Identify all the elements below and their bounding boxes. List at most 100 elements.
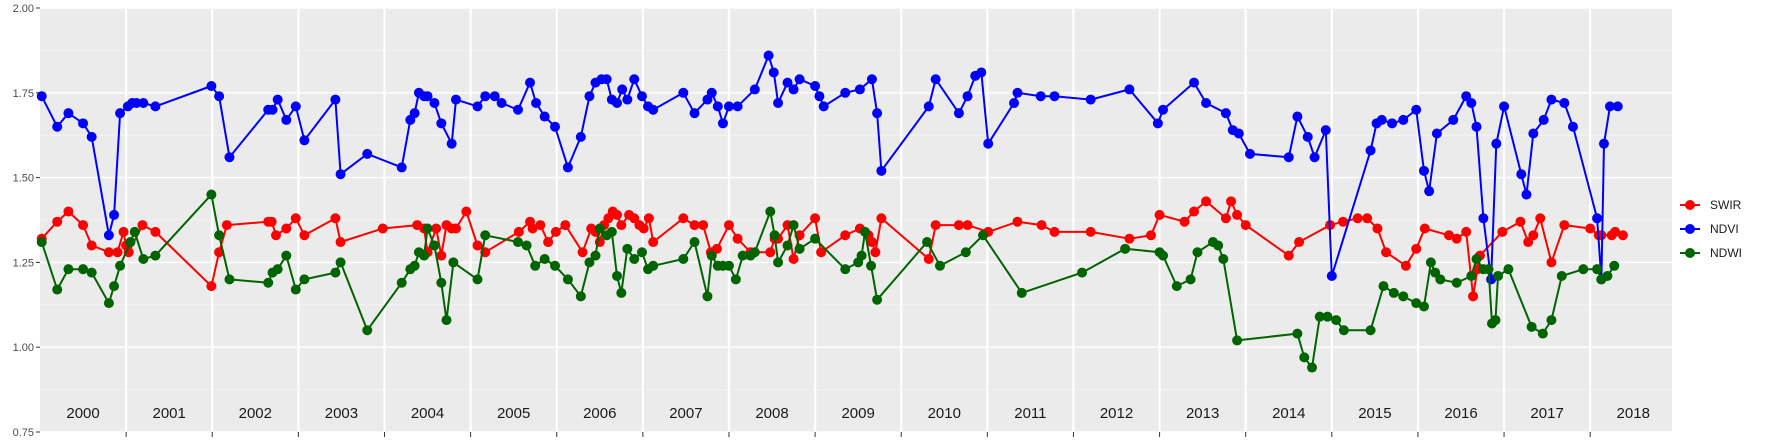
data-point-swir — [335, 237, 346, 248]
data-point-swir — [1443, 230, 1454, 241]
data-point-ndvi — [612, 97, 623, 108]
data-point-ndvi — [330, 94, 341, 105]
data-point-ndwi — [689, 237, 700, 248]
data-point-ndwi — [530, 260, 541, 271]
data-series — [36, 50, 1628, 373]
data-point-ndwi — [575, 291, 586, 302]
data-point-ndwi — [330, 267, 341, 278]
data-point-swir — [63, 206, 74, 217]
data-point-ndvi — [584, 91, 595, 102]
data-point-ndwi — [63, 264, 74, 275]
data-point-swir — [431, 223, 442, 234]
data-point-ndvi — [1538, 114, 1549, 125]
data-point-ndvi — [562, 162, 573, 173]
data-point-swir — [299, 230, 310, 241]
data-point-ndwi — [1466, 270, 1477, 281]
data-point-swir — [1559, 220, 1570, 231]
data-point-ndvi — [818, 101, 829, 112]
data-point-ndvi — [1604, 101, 1615, 112]
data-point-swir — [1201, 196, 1212, 207]
data-point-ndvi — [1201, 97, 1212, 108]
data-point-ndvi — [480, 91, 491, 102]
data-point-ndvi — [689, 108, 700, 119]
data-point-swir — [1220, 213, 1231, 224]
data-point-swir — [1400, 260, 1411, 271]
data-point-swir — [450, 223, 461, 234]
data-point-ndvi — [86, 131, 97, 142]
data-point-ndvi — [923, 101, 934, 112]
data-point-swir — [1179, 216, 1190, 227]
data-point-ndvi — [409, 108, 420, 119]
data-point-swir — [1381, 247, 1392, 258]
data-point-ndvi — [1320, 125, 1331, 136]
data-point-swir — [1523, 237, 1534, 248]
data-point-ndwi — [840, 264, 851, 275]
data-point-swir — [1451, 233, 1462, 244]
data-point-ndwi — [788, 220, 799, 231]
year-label: 2011 — [1014, 405, 1046, 422]
data-point-ndvi — [446, 138, 457, 149]
data-point-ndvi — [717, 118, 728, 129]
data-point-ndvi — [601, 74, 612, 85]
legend-item-ndwi: NDWI — [1680, 246, 1742, 260]
data-point-ndvi — [706, 87, 717, 98]
data-point-ndvi — [281, 114, 292, 125]
data-point-swir — [1419, 223, 1430, 234]
year-label: 2003 — [325, 405, 358, 422]
data-point-ndvi — [214, 91, 225, 102]
data-point-ndwi — [150, 250, 161, 261]
data-point-swir — [1610, 226, 1621, 237]
data-point-ndwi — [1602, 270, 1613, 281]
data-point-ndwi — [1292, 328, 1303, 339]
data-point-swir — [1546, 257, 1557, 268]
legend-label: NDWI — [1710, 246, 1742, 260]
data-point-ndvi — [723, 101, 734, 112]
data-point-ndwi — [922, 237, 933, 248]
data-point-swir — [330, 213, 341, 224]
data-point-ndwi — [290, 284, 301, 295]
data-point-ndvi — [575, 131, 586, 142]
data-point-ndvi — [138, 97, 149, 108]
data-point-ndvi — [1516, 169, 1527, 180]
data-point-swir — [461, 206, 472, 217]
data-point-ndvi — [525, 77, 536, 88]
data-point-swir — [1049, 226, 1060, 237]
data-point-ndvi — [115, 108, 126, 119]
data-point-ndwi — [773, 257, 784, 268]
data-point-ndvi — [150, 101, 161, 112]
series-ndvi — [36, 50, 1623, 285]
data-point-ndvi — [131, 97, 142, 108]
data-point-ndwi — [36, 237, 47, 248]
data-point-ndwi — [1322, 311, 1333, 322]
data-point-ndvi — [648, 104, 659, 115]
data-point-ndwi — [730, 274, 741, 285]
data-point-ndwi — [539, 254, 550, 265]
data-point-ndwi — [521, 240, 532, 251]
legend-key-dot — [1685, 224, 1695, 234]
data-point-ndwi — [706, 250, 717, 261]
data-point-swir — [78, 220, 89, 231]
data-point-swir — [103, 247, 114, 258]
data-point-ndwi — [1493, 270, 1504, 281]
data-point-swir — [678, 213, 689, 224]
legend-label: SWIR — [1710, 198, 1742, 212]
data-point-swir — [221, 220, 232, 231]
data-point-ndwi — [769, 230, 780, 241]
data-point-ndvi — [1461, 91, 1472, 102]
data-point-ndwi — [103, 298, 114, 309]
data-point-swir — [923, 254, 934, 265]
data-point-swir — [866, 237, 877, 248]
data-point-ndwi — [648, 260, 659, 271]
legend-key-dot — [1685, 248, 1695, 258]
data-point-swir — [112, 247, 123, 258]
data-point-ndwi — [1425, 257, 1436, 268]
series-ndwi — [36, 189, 1620, 373]
data-point-ndwi — [1338, 325, 1349, 336]
data-point-swir — [1497, 226, 1508, 237]
data-point-ndvi — [976, 67, 987, 78]
data-point-ndvi — [732, 101, 743, 112]
data-point-swir — [52, 216, 63, 227]
data-point-ndwi — [1077, 267, 1088, 278]
data-point-swir — [1411, 243, 1422, 254]
data-point-ndwi — [1546, 315, 1557, 326]
